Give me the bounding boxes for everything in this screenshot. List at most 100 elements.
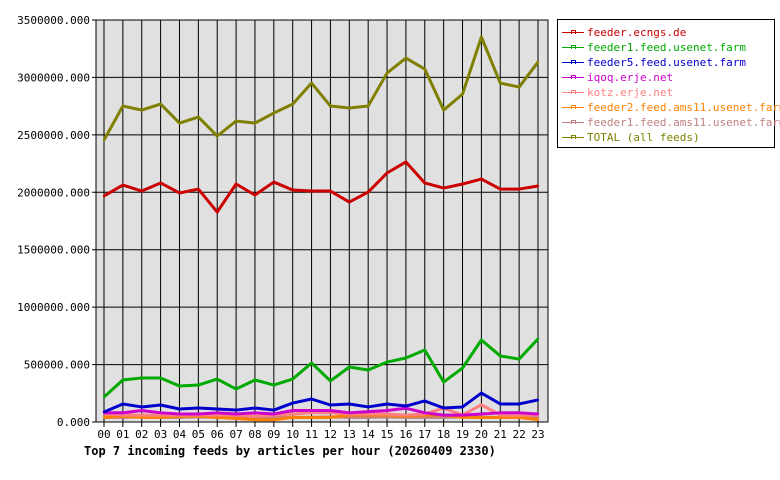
data-point <box>366 104 370 108</box>
data-point <box>253 378 257 382</box>
data-point <box>329 403 332 407</box>
data-point <box>253 418 257 421</box>
data-point <box>404 407 408 410</box>
data-point <box>385 402 389 406</box>
data-point <box>102 194 106 198</box>
data-point <box>234 387 238 391</box>
data-point <box>272 416 276 419</box>
legend-line-icon <box>562 45 584 49</box>
data-point <box>366 410 370 413</box>
legend-line-icon <box>562 60 584 64</box>
data-point <box>291 401 294 405</box>
data-point <box>366 368 370 372</box>
data-point <box>442 416 445 419</box>
legend-label: iqoq.erje.net <box>587 71 674 84</box>
data-point <box>159 403 162 407</box>
data-point <box>442 186 445 190</box>
data-point <box>385 412 389 416</box>
legend-label: TOTAL (all feeds) <box>587 131 700 144</box>
legend-item: kotz.erje.net <box>562 86 673 99</box>
data-point <box>140 409 143 412</box>
legend-line-icon <box>562 120 584 124</box>
data-point <box>499 402 502 406</box>
y-tick-label: 3500000.000 <box>17 14 90 27</box>
data-point <box>291 188 294 192</box>
y-tick-label: 1500000.000 <box>17 244 90 257</box>
legend-line-icon <box>562 75 584 79</box>
data-point <box>536 337 540 341</box>
data-point <box>480 416 483 419</box>
data-point <box>348 200 351 204</box>
data-point <box>348 402 351 406</box>
data-point <box>197 383 200 387</box>
x-tick-label: 11 <box>305 428 318 441</box>
series-line-0 <box>103 160 539 214</box>
data-point <box>348 411 351 415</box>
x-tick-label: 21 <box>494 428 507 441</box>
data-point <box>461 366 464 370</box>
legend-item: feeder.ecngs.de <box>562 26 686 39</box>
x-tick-label: 06 <box>211 428 224 441</box>
data-point <box>442 380 445 384</box>
data-point <box>159 413 162 417</box>
data-point <box>480 338 483 342</box>
data-point <box>366 190 370 194</box>
data-point <box>121 411 125 415</box>
data-point <box>310 416 313 419</box>
series-line-7 <box>102 35 540 141</box>
x-tick-label: 00 <box>97 428 110 441</box>
y-tick-label: 1000000.000 <box>17 301 90 314</box>
data-point <box>121 402 125 406</box>
data-point <box>140 413 143 417</box>
data-point <box>480 403 483 406</box>
data-point <box>499 81 502 85</box>
data-point <box>291 409 294 412</box>
data-point <box>253 406 257 410</box>
data-point <box>348 416 351 419</box>
data-point <box>272 111 276 115</box>
data-point <box>216 377 219 381</box>
data-point <box>272 412 276 416</box>
data-point <box>329 409 332 412</box>
data-point <box>121 104 125 108</box>
data-point <box>517 411 521 415</box>
plot-area <box>95 19 549 423</box>
data-point <box>423 67 426 71</box>
data-point <box>178 407 181 411</box>
legend-label: feeder5.feed.usenet.farm <box>587 56 746 69</box>
data-point <box>197 187 200 191</box>
y-tick-label: 2500000.000 <box>17 129 90 142</box>
data-point <box>385 409 389 412</box>
data-point <box>442 413 445 417</box>
data-point <box>121 413 125 417</box>
data-point <box>121 378 125 382</box>
x-tick-label: 01 <box>116 428 129 441</box>
data-point <box>461 405 464 409</box>
data-point <box>536 184 540 188</box>
data-point <box>272 418 276 421</box>
data-point <box>234 408 238 412</box>
data-point <box>291 412 294 416</box>
data-point <box>461 413 464 417</box>
data-point <box>329 104 332 108</box>
data-point <box>517 357 521 361</box>
x-tick-label: 13 <box>343 428 356 441</box>
x-tick-label: 08 <box>248 428 261 441</box>
data-point <box>159 416 162 419</box>
data-point <box>140 108 143 112</box>
data-point <box>499 413 502 417</box>
data-point <box>404 160 408 164</box>
data-point <box>461 182 464 186</box>
data-point <box>197 115 200 119</box>
legend-item: TOTAL (all feeds) <box>562 131 700 144</box>
legend-item: iqoq.erje.net <box>562 71 673 84</box>
data-point <box>216 134 219 138</box>
legend-label: feeder1.feed.usenet.farm <box>587 41 746 54</box>
data-point <box>253 415 257 418</box>
data-point <box>385 171 389 175</box>
data-point <box>423 411 426 415</box>
legend-line-icon <box>562 105 584 109</box>
data-point <box>310 361 313 365</box>
data-point <box>385 360 389 364</box>
data-point <box>159 376 162 380</box>
